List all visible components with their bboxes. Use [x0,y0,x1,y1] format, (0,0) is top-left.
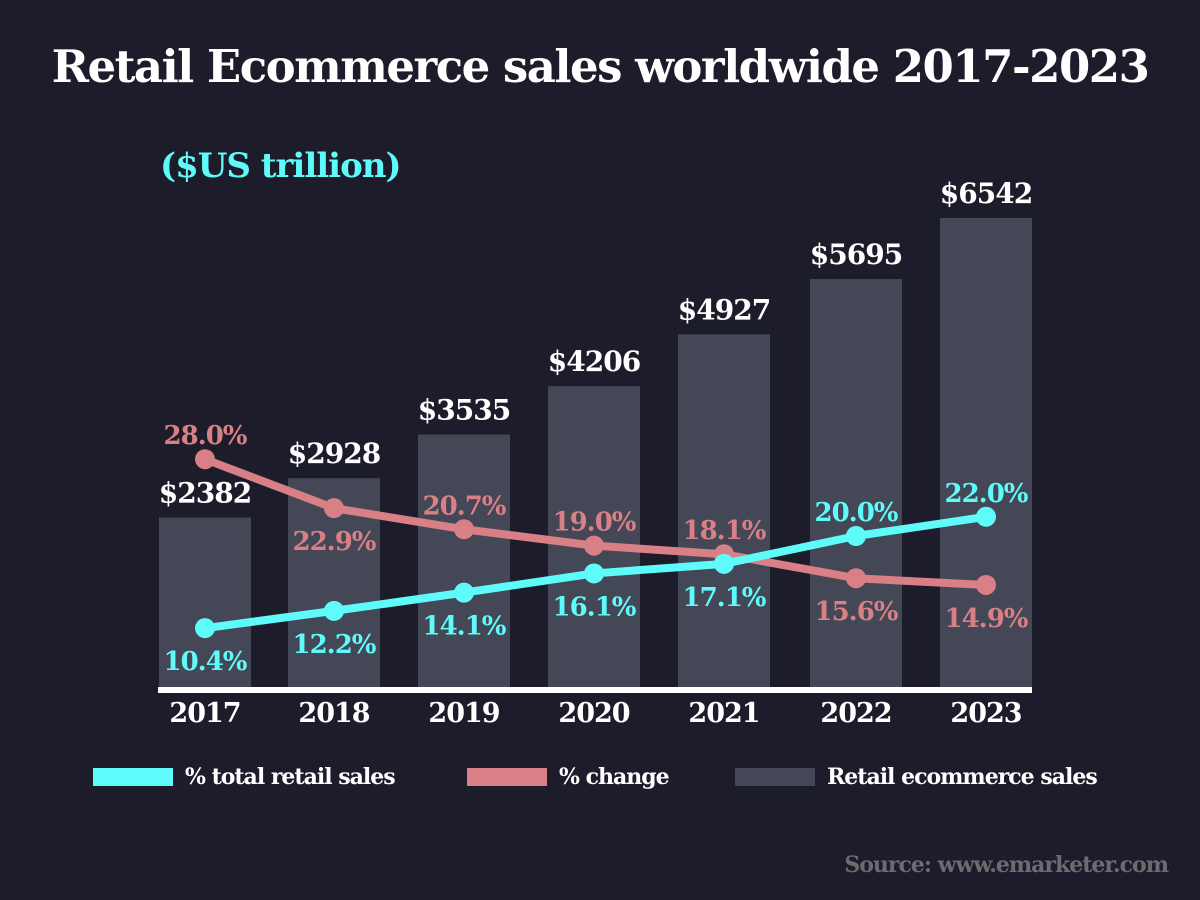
x-tick-label: 2020 [558,698,629,729]
total-share-data-label: 14.1% [422,612,506,642]
total-share-point [846,526,866,546]
source-note: Source: www.emarketer.com [844,852,1169,878]
bar-2019 [418,434,510,689]
total-share-data-label: 10.4% [163,647,247,677]
chart-subtitle: ($US trillion) [160,146,402,186]
legend-label: % change [559,764,670,790]
change-point [846,568,866,589]
legend-label: % total retail sales [185,764,396,790]
change-data-label: 28.0% [163,421,247,451]
change-point [976,574,996,595]
bar-value-label: $4206 [548,345,640,378]
total-share-point [584,563,604,584]
change-point [324,498,344,519]
change-data-label: 14.9% [944,604,1028,634]
bar-value-label: $2928 [288,437,380,470]
change-point [584,535,604,556]
legend-item-sales: Retail ecommerce sales [735,764,1098,790]
total-share-data-label: 20.0% [814,498,898,528]
total-share-data-label: 16.1% [552,592,636,622]
change-point [195,449,215,470]
bar-2021 [678,334,770,689]
total-share-point [195,618,215,639]
legend-swatch-total-share [93,768,173,786]
change-data-label: 19.0% [552,508,636,538]
change-point [454,519,474,540]
bar-value-label: $4927 [678,293,770,326]
legend-swatch-sales [735,768,815,786]
bar-value-label: $5695 [810,238,902,271]
x-tick-label: 2017 [169,698,240,729]
x-tick-label: 2022 [820,698,891,729]
x-tick-label: 2019 [428,698,499,729]
x-tick-label: 2021 [688,698,759,729]
chart-title: Retail Ecommerce sales worldwide 2017-20… [51,40,1150,93]
change-data-label: 20.7% [422,491,506,521]
bar-2017 [159,517,251,689]
bar-2023 [940,218,1032,689]
legend-swatch-change [467,768,547,786]
bar-value-label: $6542 [940,177,1032,210]
x-tick-label: 2018 [298,698,369,729]
legend-label: Retail ecommerce sales [827,764,1098,790]
change-data-label: 18.1% [682,516,766,546]
bar-2022 [810,278,902,689]
total-share-point [324,600,344,621]
change-data-label: 22.9% [292,527,376,557]
bar-value-label: $2382 [159,477,251,510]
total-share-point [714,553,734,574]
x-axis-line [158,687,1032,693]
total-share-point [976,506,996,527]
x-tick-label: 2023 [950,698,1021,729]
total-share-data-label: 12.2% [292,630,376,660]
bar-value-label: $3535 [418,393,510,426]
total-share-point [454,582,474,603]
legend-item-change: % change [467,764,670,790]
legend-item-total-share: % total retail sales [93,764,396,790]
change-data-label: 15.6% [814,597,898,627]
total-share-data-label: 17.1% [682,583,766,613]
total-share-data-label: 22.0% [944,479,1028,509]
